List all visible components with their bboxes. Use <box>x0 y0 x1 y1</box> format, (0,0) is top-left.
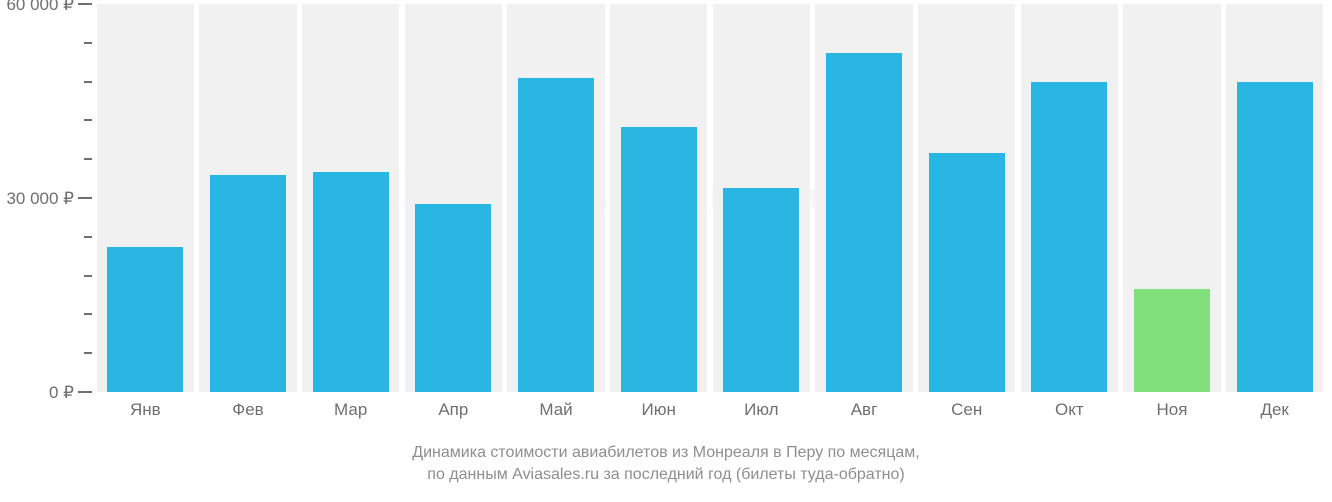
x-tick-label: Сен <box>927 400 1007 420</box>
x-tick-label: Авг <box>824 400 904 420</box>
x-tick-label: Окт <box>1029 400 1109 420</box>
y-minor-tick <box>84 236 92 238</box>
x-tick-label: Ноя <box>1132 400 1212 420</box>
x-tick-label: Июн <box>619 400 699 420</box>
x-tick-label: Июл <box>721 400 801 420</box>
chart-bar <box>1237 82 1313 392</box>
x-tick-label: Май <box>516 400 596 420</box>
chart-bar <box>929 153 1005 392</box>
y-tick-label: 0 ₽ <box>49 383 74 403</box>
chart-bar <box>415 204 491 392</box>
y-minor-tick <box>84 158 92 160</box>
y-tick-label: 30 000 ₽ <box>6 189 74 209</box>
plot-area: AVIASALES.RU <box>94 4 1326 392</box>
y-major-tick <box>78 3 92 5</box>
y-major-tick <box>78 391 92 393</box>
y-minor-tick <box>84 313 92 315</box>
chart-bar <box>210 175 286 392</box>
caption-line-2: по данным Aviasales.ru за последний год … <box>0 464 1332 486</box>
chart-bar <box>621 127 697 392</box>
x-tick-label: Мар <box>311 400 391 420</box>
y-tick-label: 60 000 ₽ <box>6 0 74 15</box>
x-tick-label: Апр <box>413 400 493 420</box>
chart-bar <box>1031 82 1107 392</box>
chart-bar <box>518 78 594 392</box>
price-by-month-chart: AVIASALES.RU 0 ₽ 30 000 ₽ 60 000 ₽ Янв Фев М… <box>0 0 1332 502</box>
chart-bar <box>313 172 389 392</box>
y-minor-tick <box>84 275 92 277</box>
x-tick-label: Дек <box>1235 400 1315 420</box>
y-minor-tick <box>84 352 92 354</box>
y-minor-tick <box>84 119 92 121</box>
x-tick-label: Фев <box>208 400 288 420</box>
y-major-tick <box>78 197 92 199</box>
chart-bar <box>723 188 799 392</box>
y-minor-tick <box>84 42 92 44</box>
caption-line-1: Динамика стоимости авиабилетов из Монреа… <box>0 442 1332 464</box>
chart-bar <box>826 53 902 393</box>
chart-caption: Динамика стоимости авиабилетов из Монреа… <box>0 442 1332 486</box>
x-tick-label: Янв <box>105 400 185 420</box>
y-minor-tick <box>84 81 92 83</box>
chart-bar <box>107 247 183 393</box>
chart-bar <box>1134 289 1210 392</box>
